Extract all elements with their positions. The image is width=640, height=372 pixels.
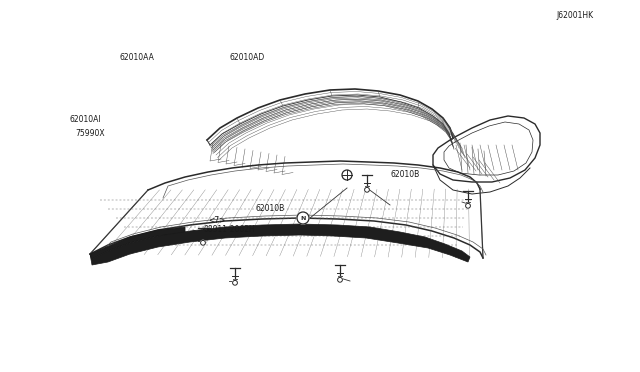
Circle shape	[297, 212, 309, 224]
Circle shape	[466, 203, 470, 208]
Text: 08911-2062H: 08911-2062H	[204, 225, 255, 234]
Circle shape	[232, 280, 237, 285]
Text: 75990X: 75990X	[76, 129, 105, 138]
Circle shape	[342, 170, 352, 180]
Text: 62010B: 62010B	[390, 170, 420, 179]
Text: 62010AA: 62010AA	[119, 53, 154, 62]
Polygon shape	[90, 224, 470, 265]
Text: N: N	[300, 215, 306, 221]
Text: 62010AD: 62010AD	[229, 53, 264, 62]
Circle shape	[365, 187, 369, 192]
Text: <7>: <7>	[209, 216, 226, 225]
Text: J62001HK: J62001HK	[557, 11, 594, 20]
Circle shape	[338, 278, 342, 282]
Circle shape	[200, 240, 205, 245]
Polygon shape	[90, 227, 185, 259]
Text: 62010AI: 62010AI	[69, 115, 100, 124]
Text: 62010B: 62010B	[256, 204, 285, 213]
